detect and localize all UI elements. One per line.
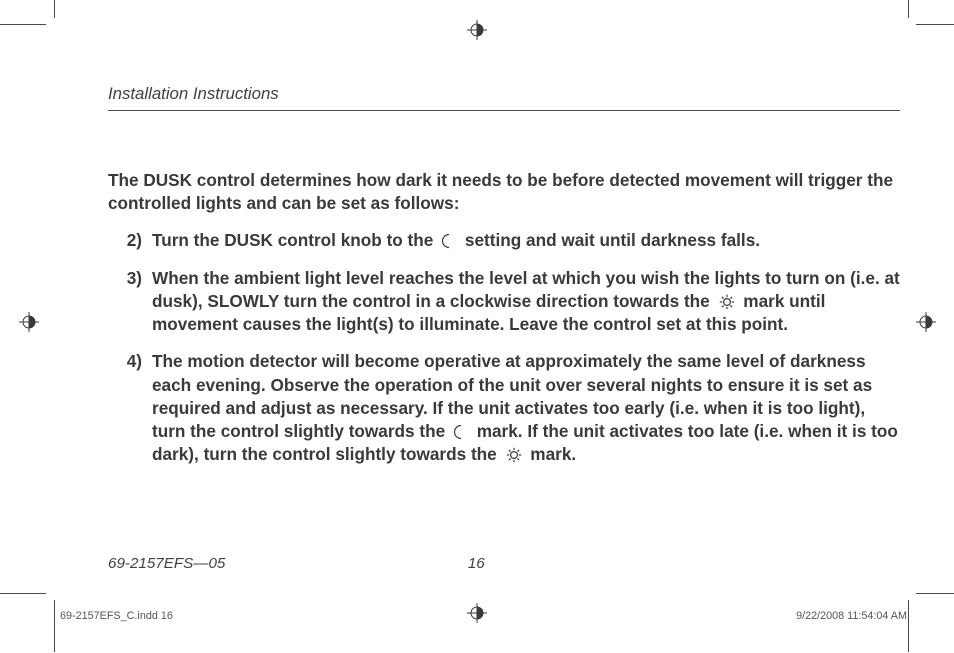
intro-paragraph: The DUSK control determines how dark it … — [108, 169, 900, 215]
crop-mark — [54, 600, 55, 652]
footer-page-number: 16 — [468, 555, 485, 572]
item-text: setting and wait until darkness falls. — [465, 230, 760, 250]
item-number: 4) — [108, 350, 152, 466]
crop-mark — [0, 593, 46, 594]
registration-mark-icon — [466, 19, 488, 41]
page-footer: 69-2157EFS—05 16 — [108, 555, 900, 572]
crop-mark — [908, 600, 909, 652]
list-item: 3) When the ambient light level reaches … — [108, 267, 900, 337]
instruction-list: 2) Turn the DUSK control knob to the set… — [108, 229, 900, 466]
crop-mark — [916, 593, 954, 594]
moon-icon — [454, 424, 468, 440]
moon-icon — [442, 233, 456, 249]
registration-mark-icon — [915, 311, 937, 333]
item-number: 2) — [108, 229, 152, 252]
crop-mark — [0, 24, 46, 25]
imposition-timestamp: 9/22/2008 11:54:04 AM — [796, 610, 907, 622]
page-header: Installation Instructions — [108, 84, 900, 111]
imposition-footer: 69-2157EFS_C.indd 16 9/22/2008 11:54:04 … — [60, 610, 907, 622]
list-item: 2) Turn the DUSK control knob to the set… — [108, 229, 900, 252]
item-text: Turn the DUSK control knob to the — [152, 230, 438, 250]
item-body: The motion detector will become operativ… — [152, 350, 900, 466]
item-number: 3) — [108, 267, 152, 337]
crop-mark — [54, 0, 55, 18]
page-content: Installation Instructions The DUSK contr… — [108, 84, 900, 480]
sun-icon — [719, 294, 735, 310]
registration-mark-icon — [18, 311, 40, 333]
item-text: mark. — [530, 444, 576, 464]
footer-docid: 69-2157EFS—05 — [108, 555, 225, 572]
sun-icon — [506, 447, 522, 463]
crop-mark — [908, 0, 909, 18]
list-item: 4) The motion detector will become opera… — [108, 350, 900, 466]
item-body: When the ambient light level reaches the… — [152, 267, 900, 337]
item-body: Turn the DUSK control knob to the settin… — [152, 229, 900, 252]
imposition-filename: 69-2157EFS_C.indd 16 — [60, 610, 173, 622]
crop-mark — [916, 24, 954, 25]
